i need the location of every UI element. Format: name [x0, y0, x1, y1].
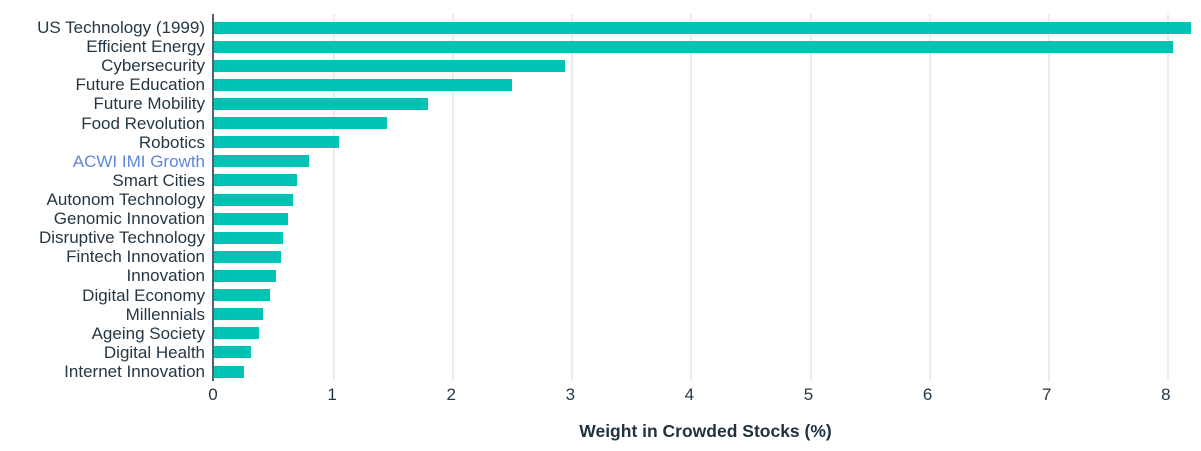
x-tick-label: 1 [327, 385, 337, 404]
plot-area [212, 14, 1199, 381]
x-tick-label: 2 [446, 385, 456, 404]
gridline [571, 14, 574, 381]
bar [214, 308, 263, 321]
category-label: Disruptive Technology [39, 228, 205, 248]
bar-row [214, 171, 1199, 190]
category-label: Robotics [138, 132, 205, 152]
bar [214, 21, 1191, 34]
bar-row [214, 56, 1199, 75]
category-label: Fintech Innovation [66, 247, 205, 267]
bar-row [214, 247, 1199, 266]
gridline [1166, 14, 1169, 381]
category-label: Food Revolution [81, 113, 205, 133]
category-label: Future Mobility [93, 94, 205, 114]
bar-row [214, 75, 1199, 94]
bar-row [214, 286, 1199, 305]
bar-row [214, 343, 1199, 362]
bar-row [214, 209, 1199, 228]
gridline [809, 14, 812, 381]
x-tick-label: 6 [922, 385, 933, 404]
bar [214, 346, 251, 359]
bar [214, 289, 270, 302]
bar [214, 97, 429, 110]
category-label: Smart Cities [112, 170, 205, 190]
bar [214, 327, 260, 340]
bar-row [214, 228, 1199, 247]
gridlines [214, 14, 1199, 381]
bar-row [214, 324, 1199, 343]
bar-row [214, 114, 1199, 133]
x-tick-label: 8 [1161, 385, 1171, 404]
gridline [928, 14, 931, 381]
bar-row [214, 152, 1199, 171]
category-label: US Technology (1999) [37, 18, 205, 38]
category-label: Innovation [126, 266, 205, 286]
category-label: Cybersecurity [101, 56, 205, 76]
category-axis-labels: US Technology (1999) Efficient Energy Cybe… [0, 18, 205, 381]
bar-row [214, 362, 1199, 381]
category-label: Internet Innovation [64, 362, 205, 382]
category-label: Genomic Innovation [53, 209, 205, 229]
bar [214, 174, 298, 187]
x-tick-label: 4 [684, 385, 695, 404]
bar [214, 193, 293, 206]
category-label: Digital Economy [82, 285, 205, 305]
bar-row [214, 37, 1199, 56]
category-label: Future Education [75, 75, 205, 95]
bar [214, 59, 566, 72]
bar [214, 78, 512, 91]
bar-row [214, 133, 1199, 152]
bar [214, 40, 1173, 53]
x-axis-title: Weight in Crowded Stocks (%) [579, 421, 832, 441]
x-tick-label: 0 [208, 385, 218, 404]
x-tick-label: 7 [1042, 385, 1052, 404]
category-label-highlighted: ACWI IMI Growth [72, 151, 205, 171]
bars-container [214, 18, 1199, 381]
bar-row [214, 94, 1199, 113]
bar [214, 212, 288, 225]
gridline [690, 14, 693, 381]
x-tick-label: 3 [565, 385, 576, 404]
bar-row [214, 266, 1199, 285]
bar [214, 136, 340, 149]
bar [214, 250, 281, 263]
x-axis-ticks: 0 1 2 3 4 5 6 7 8 [208, 385, 1198, 406]
bar-row [214, 190, 1199, 209]
bar [214, 117, 387, 130]
gridline [452, 14, 455, 381]
bar [214, 365, 244, 378]
x-tick-label: 5 [803, 385, 814, 404]
gridline [1047, 14, 1050, 381]
category-label: Millennials [125, 304, 205, 324]
bar [214, 155, 310, 168]
category-label: Ageing Society [91, 323, 205, 343]
category-label: Digital Health [103, 342, 205, 362]
bar [214, 231, 284, 244]
bar [214, 269, 276, 282]
bar-row [214, 18, 1199, 37]
category-label: Efficient Energy [86, 37, 205, 57]
gridline [333, 14, 336, 381]
category-label: Autonom Technology [46, 190, 205, 210]
bar-row [214, 305, 1199, 324]
